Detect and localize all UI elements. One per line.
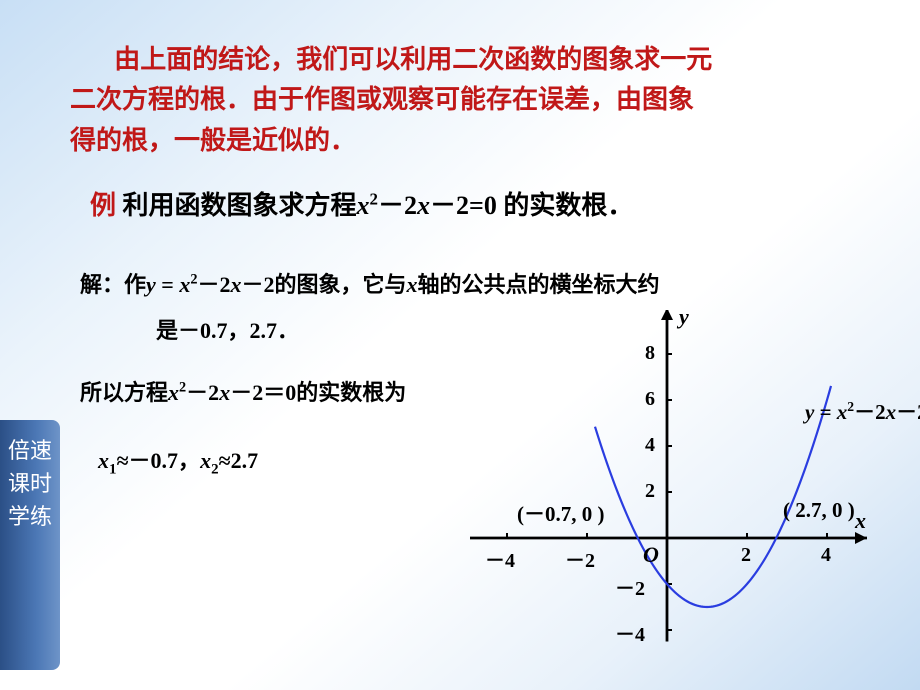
sol-l1a: 解：作 (80, 272, 146, 297)
y-tick-label: 2 (645, 480, 655, 503)
x-tick-label: －2 (565, 544, 595, 573)
y-tick-label: 6 (645, 388, 655, 411)
example-text: 利用函数图象求方程 (123, 191, 357, 220)
sol-x1: x (98, 448, 109, 473)
curve-equation-label: y = x2－2x－2 (805, 396, 920, 426)
example-suffix: 的实数根． (497, 191, 634, 220)
sol-x2: x (200, 448, 211, 473)
intro-line3: 得的根，一般是近似的． (70, 126, 356, 155)
sol-l3a: 所以方程 (80, 380, 168, 405)
root-right-label: ( 2.7, 0 ) (783, 498, 855, 523)
origin-label: O (643, 542, 659, 568)
sol-line1: 解：作y = x2－2x－2的图象，它与x轴的公共点的横坐标大约 (80, 262, 880, 308)
x-tick-label: －4 (485, 544, 515, 573)
intro-line1: 由上面的结论，我们可以利用二次函数的图象求一元 (114, 45, 712, 74)
sol-l1c: 轴的公共点的横坐标大约 (418, 272, 660, 297)
sol-l4b: ≈2.7 (219, 448, 259, 473)
sol-l3b: 的实数根为 (296, 380, 406, 405)
example-prefix: 例 (90, 191, 123, 220)
y-tick-label: 8 (645, 342, 655, 365)
y-tick-label: －4 (615, 618, 645, 647)
x-tick-label: 4 (821, 544, 831, 567)
sol-l4a: ≈－0.7， (116, 448, 200, 473)
parabola-chart (470, 310, 900, 670)
x-tick-label: 2 (741, 544, 751, 567)
intro-text: 由上面的结论，我们可以利用二次函数的图象求一元 二次方程的根．由于作图或观察可能… (70, 40, 880, 161)
x-axis-label: x (855, 508, 866, 534)
y-tick-label: －2 (615, 572, 645, 601)
sol-sub2: 2 (211, 462, 218, 478)
chart-area: －4－224－4－22468Oxy(－0.7, 0 )( 2.7, 0 )y =… (470, 310, 900, 670)
side-sash: 倍速课时学练 (0, 420, 60, 670)
y-tick-label: 4 (645, 434, 655, 457)
sol-l1b: 的图象，它与 (275, 272, 407, 297)
root-left-label: (－0.7, 0 ) (517, 498, 605, 528)
y-axis-label: y (679, 304, 689, 330)
intro-line2: 二次方程的根．由于作图或观察可能存在误差，由图象 (70, 85, 694, 114)
example-line: 例 利用函数图象求方程x2－2x－2=0 的实数根． (90, 185, 880, 222)
